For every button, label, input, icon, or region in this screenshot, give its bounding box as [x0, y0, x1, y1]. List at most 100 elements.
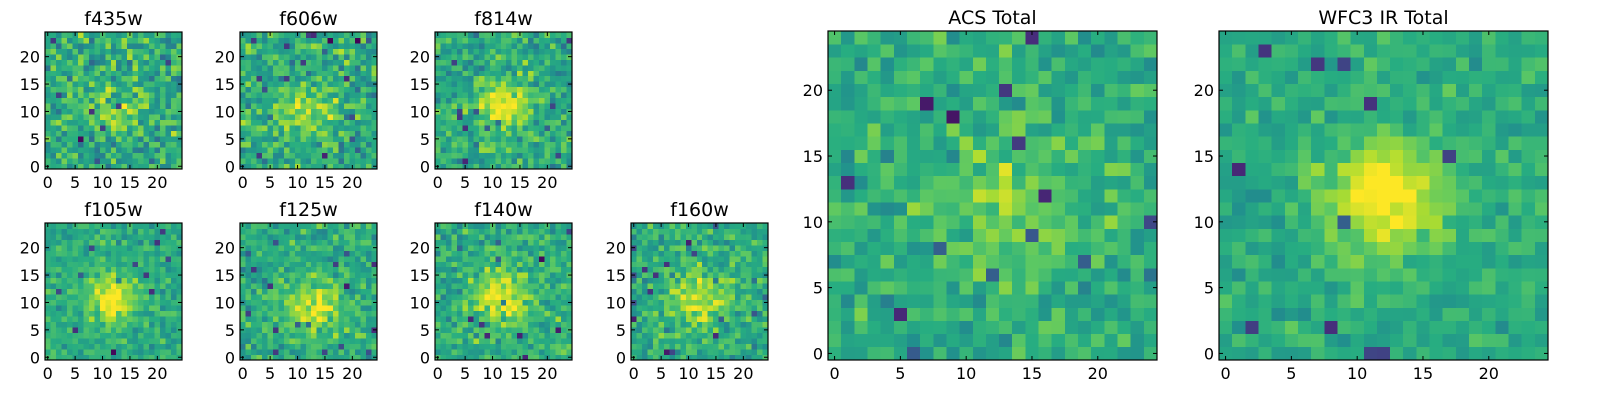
- heatmap-cell: [171, 278, 177, 284]
- heatmap-cell: [647, 338, 653, 344]
- heatmap-cell: [631, 256, 637, 262]
- heatmap-cell: [669, 311, 675, 317]
- heatmap-cell: [94, 239, 100, 245]
- heatmap-cell: [339, 316, 345, 322]
- heatmap-cell: [484, 153, 490, 159]
- heatmap-cell: [653, 283, 659, 289]
- heatmap-cell: [523, 54, 529, 60]
- heatmap-cell: [1052, 294, 1066, 308]
- heatmap-cell: [468, 256, 474, 262]
- heatmap-cell: [451, 65, 457, 71]
- heatmap-cell: [730, 316, 736, 322]
- heatmap-cell: [350, 81, 356, 87]
- heatmap-cell: [339, 59, 345, 65]
- heatmap-cell: [468, 267, 474, 273]
- heatmap-cell: [311, 239, 317, 245]
- heatmap-cell: [539, 344, 545, 350]
- heatmap-cell: [361, 136, 367, 142]
- heatmap-cell: [746, 349, 752, 355]
- heatmap-cell: [960, 242, 974, 256]
- heatmap-cell: [61, 70, 67, 76]
- heatmap-cell: [741, 333, 747, 339]
- heatmap-cell: [67, 76, 73, 82]
- heatmap-cell: [642, 311, 648, 317]
- heatmap-cell: [920, 268, 934, 282]
- heatmap-cell: [311, 349, 317, 355]
- heatmap-cell: [328, 223, 334, 229]
- heatmap-cell: [658, 228, 664, 234]
- heatmap-cell: [724, 311, 730, 317]
- heatmap-cell: [495, 142, 501, 148]
- heatmap-cell: [539, 228, 545, 234]
- heatmap-cell: [61, 125, 67, 131]
- heatmap-cell: [133, 142, 139, 148]
- heatmap-cell: [631, 278, 637, 284]
- heatmap-cell: [446, 147, 452, 153]
- heatmap-cell: [256, 267, 262, 273]
- heatmap-cell: [539, 294, 545, 300]
- heatmap-cell: [446, 294, 452, 300]
- heatmap-cell: [719, 338, 725, 344]
- heatmap-cell: [83, 311, 89, 317]
- heatmap-cell: [300, 153, 306, 159]
- heatmap-cell: [636, 250, 642, 256]
- heatmap-cell: [366, 114, 372, 120]
- y-tick-label: 5: [420, 130, 430, 149]
- heatmap-cell: [1052, 281, 1066, 295]
- heatmap-cell: [284, 322, 290, 328]
- heatmap-cell: [116, 289, 122, 295]
- heatmap-cell: [311, 305, 317, 311]
- heatmap-cell: [56, 59, 62, 65]
- heatmap-cell: [339, 32, 345, 38]
- heatmap-cell: [138, 142, 144, 148]
- heatmap-cell: [713, 322, 719, 328]
- heatmap-cell: [512, 333, 518, 339]
- heatmap-cell: [457, 223, 463, 229]
- heatmap-cell: [45, 153, 51, 159]
- heatmap-cell: [171, 333, 177, 339]
- heatmap-cell: [251, 294, 257, 300]
- heatmap-cell: [300, 294, 306, 300]
- heatmap-cell: [495, 54, 501, 60]
- heatmap-cell: [528, 131, 534, 137]
- heatmap-cell: [735, 311, 741, 317]
- heatmap-cell: [273, 283, 279, 289]
- heatmap-cell: [556, 311, 562, 317]
- heatmap-cell: [72, 120, 78, 126]
- heatmap-cell: [67, 98, 73, 104]
- heatmap-cell: [317, 136, 323, 142]
- x-tick-label: 10: [287, 364, 307, 383]
- heatmap-cell: [1065, 334, 1079, 348]
- heatmap-cell: [89, 158, 95, 164]
- heatmap-cell: [116, 98, 122, 104]
- heatmap-cell: [144, 92, 150, 98]
- heatmap-cell: [267, 43, 273, 49]
- heatmap-cell: [45, 87, 51, 93]
- heatmap-cell: [746, 322, 752, 328]
- heatmap-cell: [517, 283, 523, 289]
- heatmap-cell: [451, 87, 457, 93]
- heatmap-cell: [122, 65, 128, 71]
- heatmap-cell: [284, 316, 290, 322]
- heatmap-cell: [556, 70, 562, 76]
- heatmap-cell: [89, 54, 95, 60]
- heatmap-cell: [680, 267, 686, 273]
- heatmap-cell: [702, 272, 708, 278]
- heatmap-cell: [284, 333, 290, 339]
- heatmap-cell: [300, 322, 306, 328]
- heatmap-cell: [83, 92, 89, 98]
- heatmap-cell: [100, 158, 106, 164]
- heatmap-cell: [289, 261, 295, 267]
- heatmap-cell: [960, 202, 974, 216]
- heatmap-cell: [344, 322, 350, 328]
- heatmap-cell: [344, 283, 350, 289]
- heatmap-cell: [245, 289, 251, 295]
- heatmap-cell: [647, 234, 653, 240]
- heatmap-cell: [451, 272, 457, 278]
- heatmap-cell: [61, 87, 67, 93]
- heatmap-cell: [933, 202, 947, 216]
- heatmap-cell: [278, 32, 284, 38]
- heatmap-cell: [344, 54, 350, 60]
- heatmap-cell: [350, 37, 356, 43]
- heatmap-cell: [479, 272, 485, 278]
